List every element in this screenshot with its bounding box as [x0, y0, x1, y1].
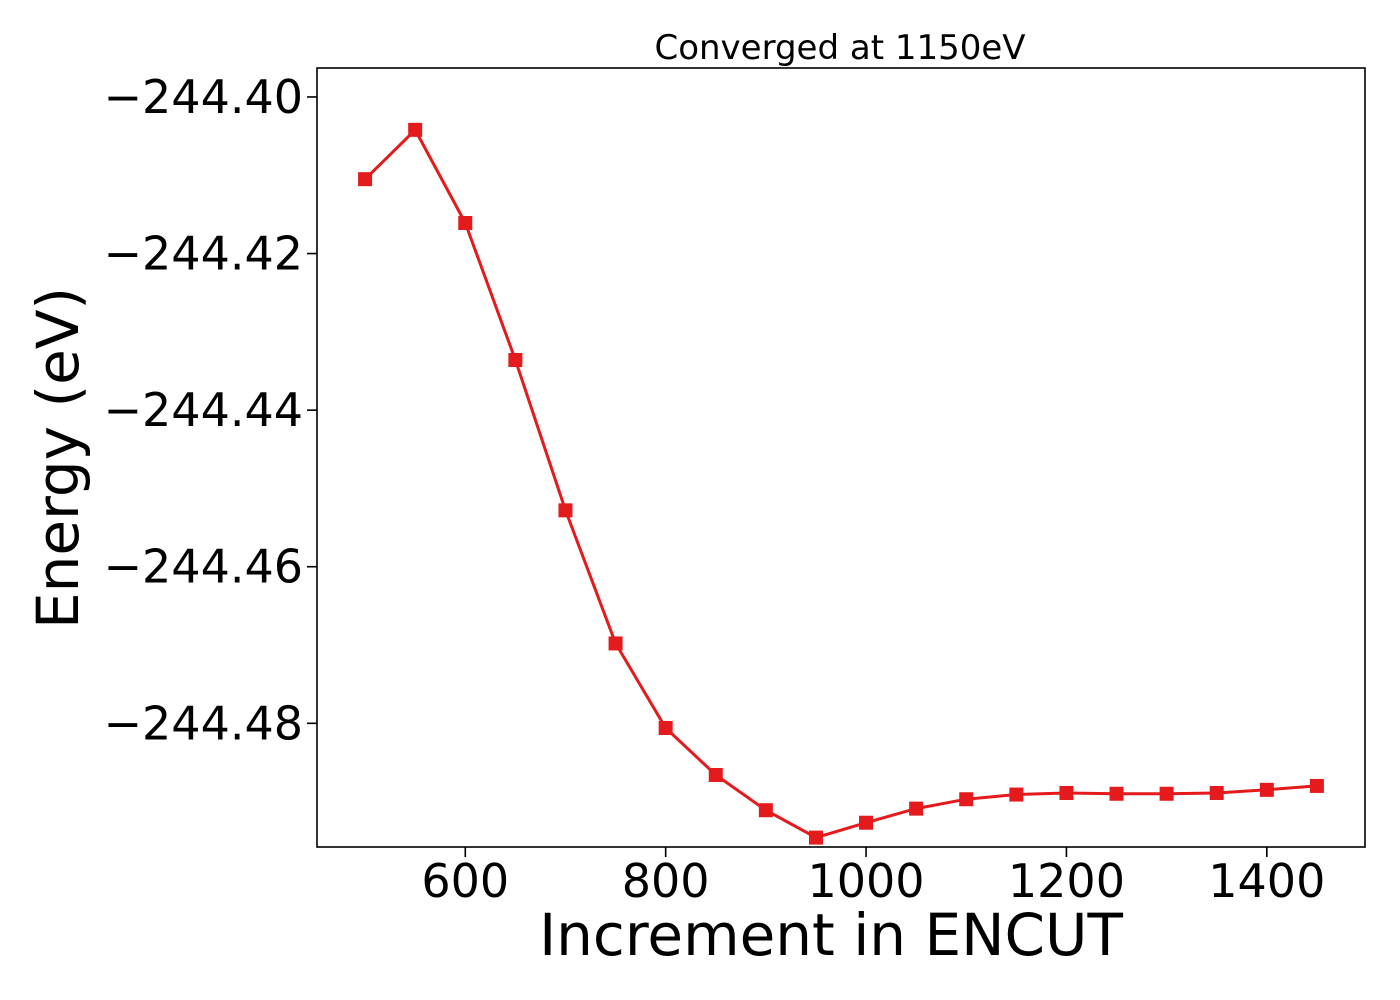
data-point: [1109, 786, 1124, 801]
data-point: [508, 353, 523, 368]
data-point: [358, 172, 373, 187]
data-point: [909, 801, 924, 816]
data-point: [608, 636, 623, 651]
x-axis-label: Increment in ENCUT: [539, 901, 1123, 969]
x-tick-label: 800: [622, 854, 710, 908]
data-point: [859, 815, 874, 830]
x-tick-label: 600: [421, 854, 509, 908]
series-line: [364, 127, 1318, 840]
y-tick-label: −244.48: [104, 696, 304, 750]
data-point: [1259, 782, 1274, 797]
data-point: [1309, 778, 1324, 793]
data-point: [808, 830, 823, 845]
data-point: [1009, 787, 1024, 802]
data-point: [1059, 785, 1074, 800]
y-tick-label: −244.46: [104, 540, 304, 594]
y-tick-label: −244.42: [104, 227, 304, 281]
x-axis-ticks: 600 800 1000 1200 1400: [421, 847, 1325, 908]
y-axis-ticks: −244.40 −244.42 −244.44 −244.46 −244.48: [104, 70, 317, 750]
y-tick-label: −244.44: [104, 383, 304, 437]
plot-area-frame: [316, 67, 1366, 848]
data-point: [1209, 785, 1224, 800]
x-tick-label: 1400: [1208, 854, 1325, 908]
data-point: [658, 720, 673, 735]
series-markers: [358, 122, 1324, 845]
y-tick-label: −244.40: [104, 70, 304, 124]
data-point: [558, 503, 573, 518]
data-point: [408, 122, 423, 137]
data-point: [1159, 786, 1174, 801]
chart-title: Converged at 1150eV: [654, 28, 1025, 68]
data-point: [959, 792, 974, 807]
x-tick-label: 1200: [1008, 854, 1125, 908]
data-point: [758, 803, 773, 818]
data-point: [708, 767, 723, 782]
y-axis-label: Energy (eV): [24, 287, 92, 629]
data-point: [458, 216, 473, 231]
x-tick-label: 1000: [808, 854, 925, 908]
